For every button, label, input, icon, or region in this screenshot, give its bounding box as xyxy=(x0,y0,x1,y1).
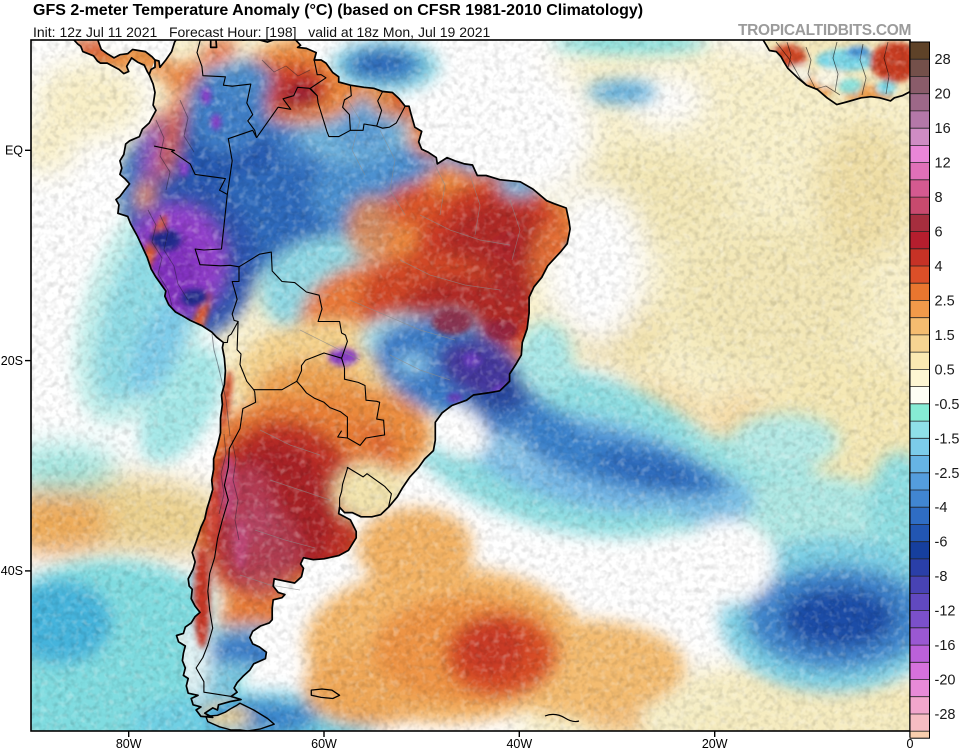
svg-text:2.5: 2.5 xyxy=(935,293,955,309)
svg-text:-2.5: -2.5 xyxy=(935,466,960,482)
svg-text:40W: 40W xyxy=(506,737,532,750)
svg-text:-16: -16 xyxy=(935,638,956,654)
svg-text:16: 16 xyxy=(935,121,951,137)
svg-text:28: 28 xyxy=(935,52,951,68)
svg-text:8: 8 xyxy=(935,190,943,206)
svg-text:12: 12 xyxy=(935,156,951,172)
svg-text:20W: 20W xyxy=(702,737,728,750)
svg-text:-12: -12 xyxy=(935,604,956,620)
svg-text:20: 20 xyxy=(935,87,951,103)
svg-text:6: 6 xyxy=(935,225,943,241)
svg-text:-28: -28 xyxy=(935,707,956,723)
svg-text:0: 0 xyxy=(907,737,914,750)
svg-text:1.5: 1.5 xyxy=(935,328,955,344)
svg-text:-20: -20 xyxy=(935,673,956,689)
svg-text:-0.5: -0.5 xyxy=(935,397,960,413)
svg-text:-1.5: -1.5 xyxy=(935,431,960,447)
svg-text:60W: 60W xyxy=(311,737,337,750)
svg-text:0.5: 0.5 xyxy=(935,362,955,378)
svg-text:EQ: EQ xyxy=(5,144,23,158)
svg-text:-6: -6 xyxy=(935,535,948,551)
svg-text:40S: 40S xyxy=(1,564,23,578)
svg-text:-8: -8 xyxy=(935,569,948,585)
svg-text:80W: 80W xyxy=(116,737,142,750)
svg-text:4: 4 xyxy=(935,259,943,275)
svg-text:20S: 20S xyxy=(1,354,23,368)
svg-text:-4: -4 xyxy=(935,500,948,516)
